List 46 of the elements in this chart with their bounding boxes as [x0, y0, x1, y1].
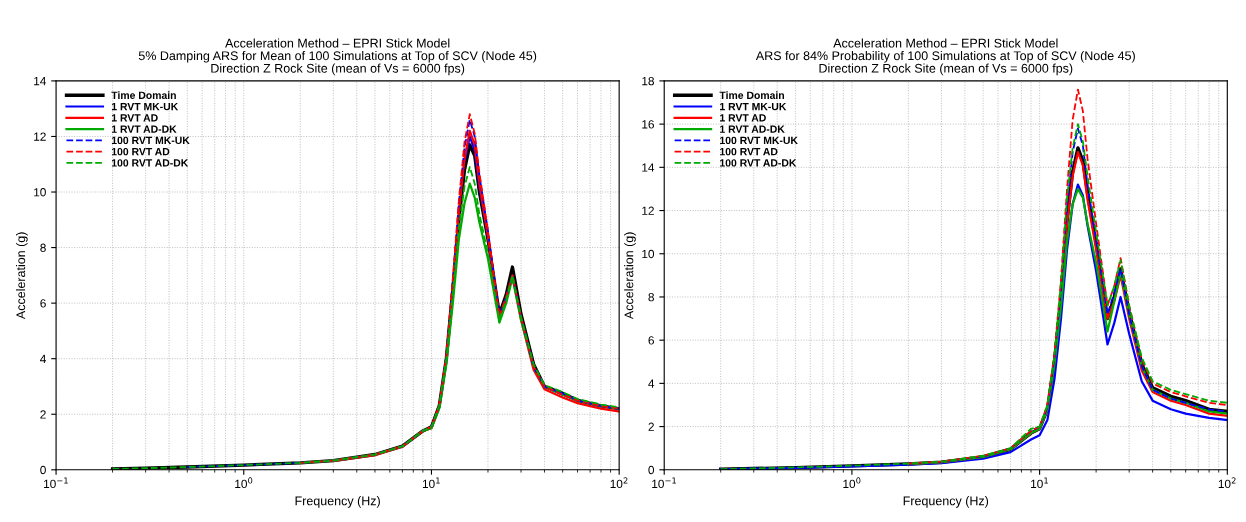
- x-tick-label: 10$^{−1}$: [652, 477, 676, 489]
- legend-label: 1 RVT AD: [720, 114, 766, 122]
- legend-label: 100 RVT MK-UK: [111, 136, 190, 145]
- y-tick-label: 8: [648, 292, 654, 302]
- x-tick-label: 10$^{1}$: [1031, 477, 1048, 489]
- legend-label: Time Domain: [719, 91, 784, 99]
- legend-label: 1 RVT MK-UK: [720, 102, 787, 111]
- y-tick-label: 2: [648, 422, 654, 431]
- y-tick-label: 8: [40, 243, 46, 252]
- x-tick-label: 10$^{2}$: [1218, 477, 1236, 489]
- y-tick-label: 0: [40, 465, 46, 475]
- legend-label: 1 RVT MK-UK: [111, 102, 179, 111]
- legend-label: 100 RVT MK-UK: [720, 136, 798, 145]
- legend-label: 1 RVT AD: [111, 114, 158, 122]
- x-axis-title: Frequency (Hz): [903, 496, 989, 508]
- x-axis-title: Frequency (Hz): [295, 496, 380, 508]
- y-tick-label: 14: [642, 163, 655, 172]
- y-tick-label: 12: [642, 206, 654, 215]
- y-tick-label: 10: [34, 188, 46, 197]
- x-tick-label: 10$^{1}$: [422, 477, 440, 489]
- y-tick-label: 0: [648, 465, 655, 475]
- y-tick-label: 16: [642, 120, 654, 129]
- legend-label: 100 RVT AD-DK: [720, 159, 797, 167]
- chart-title: Acceleration Method – EPRI Stick Model 5% Damping ARS for Mean of 100 Simulations at Top of SCV (Node 45) Direction Z Rock Site (mean of Vs = 6000 fps): [138, 38, 537, 76]
- legend-label: 1 RVT AD-DK: [111, 125, 177, 133]
- y-tick-label: 14: [34, 77, 46, 86]
- y-tick-label: 12: [34, 132, 46, 141]
- y-tick-label: 2: [40, 410, 46, 419]
- x-tick-label: 10$^{0}$: [843, 477, 861, 489]
- legend-label: Time Domain: [111, 91, 176, 99]
- legend-label: 100 RVT AD-DK: [111, 159, 189, 167]
- y-axis-title: Acceleration (g): [16, 232, 28, 320]
- y-tick-label: 4: [40, 354, 46, 363]
- y-tick-label: 4: [648, 379, 655, 388]
- legend-label: 1 RVT AD-DK: [720, 125, 785, 133]
- x-tick-label: 10$^{−1}$: [44, 477, 68, 489]
- x-tick-label: 10$^{2}$: [610, 477, 628, 489]
- y-axis-title: Acceleration (g): [624, 232, 636, 320]
- y-tick-label: 18: [642, 76, 654, 86]
- y-tick-label: 6: [648, 336, 654, 345]
- chart-title: Acceleration Method – EPRI Stick Model ARS for 84% Probability of 100 Simulations at Top of SCV (Node 45) Direction Z Rock Site (mean of Vs = 6000 fps): [755, 38, 1135, 76]
- y-tick-label: 6: [40, 299, 46, 308]
- legend-label: 100 RVT AD: [111, 147, 170, 156]
- y-tick-label: 10: [642, 249, 655, 259]
- x-tick-label: 10$^{0}$: [235, 477, 253, 489]
- legend-label: 100 RVT AD: [720, 147, 778, 156]
